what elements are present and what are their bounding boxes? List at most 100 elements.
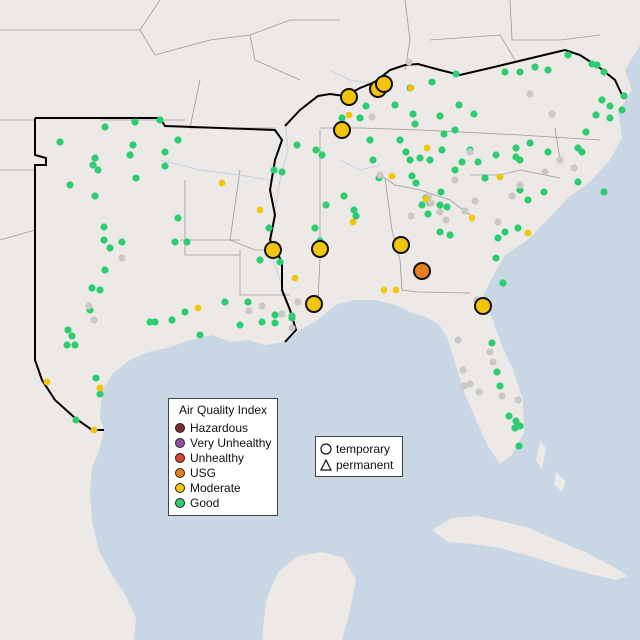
good-monitor: [494, 234, 502, 242]
good-monitor: [100, 236, 108, 244]
good-monitor: [446, 231, 454, 239]
moderate-monitor: [380, 286, 388, 294]
good-monitor: [436, 112, 444, 120]
good-monitor: [322, 201, 330, 209]
good-monitor: [512, 417, 520, 425]
good-monitor: [526, 139, 534, 147]
good-monitor: [474, 158, 482, 166]
land-florida: [430, 300, 524, 464]
moderate-monitor: [43, 378, 51, 386]
good-monitor: [512, 144, 520, 152]
good-monitor: [168, 316, 176, 324]
no-data-monitor: [90, 316, 98, 324]
good-monitor: [221, 298, 229, 306]
temporary-monitor: [340, 88, 358, 106]
good-monitor: [516, 68, 524, 76]
land-bahamas: [536, 440, 566, 492]
good-monitor: [451, 126, 459, 134]
no-data-monitor: [427, 199, 435, 207]
moderate-monitor: [407, 84, 415, 92]
temporary-monitors: [264, 75, 492, 315]
temporary-monitor: [264, 241, 282, 259]
legend-label-temporary: temporary: [336, 441, 391, 456]
temporary-monitor: [392, 236, 410, 254]
good-monitor: [68, 332, 76, 340]
good-monitor: [106, 244, 114, 252]
good-monitor: [492, 151, 500, 159]
good-monitor: [66, 181, 74, 189]
land-cuba: [432, 516, 628, 580]
good-monitor: [443, 203, 451, 211]
legend-item-good: Good: [175, 495, 219, 510]
no-data-monitor: [258, 302, 266, 310]
good-monitor: [499, 279, 507, 287]
legend-label-moderate: Moderate: [190, 480, 241, 495]
moderate-monitor: [291, 274, 299, 282]
good-monitor: [118, 238, 126, 246]
good-monitor: [436, 201, 444, 209]
good-monitor: [288, 314, 296, 322]
good-monitor: [451, 166, 459, 174]
good-monitor: [161, 148, 169, 156]
good-swatch-icon: [175, 497, 185, 508]
good-monitor: [89, 161, 97, 169]
good-monitor: [64, 326, 72, 334]
legend-item-usg: USG: [175, 465, 216, 480]
good-monitor: [312, 146, 320, 154]
temporary-monitor: [474, 297, 492, 315]
good-monitor: [505, 412, 513, 420]
good-monitor: [338, 114, 346, 122]
no-data-monitor: [526, 90, 534, 98]
no-data-monitor: [556, 156, 564, 164]
legend-label-good: Good: [190, 495, 220, 510]
good-monitor: [318, 151, 326, 159]
legend-item-moderate: Moderate: [175, 480, 241, 495]
legend-item-very-unhealthy: Very Unhealthy: [175, 435, 271, 450]
no-data-monitor: [486, 348, 494, 356]
temporary-monitor: [311, 240, 329, 258]
good-monitor: [424, 210, 432, 218]
land-yucatan: [262, 552, 356, 640]
good-monitor: [56, 138, 64, 146]
good-monitor: [455, 101, 463, 109]
good-monitor: [293, 141, 301, 149]
legend-label-usg: USG: [190, 465, 217, 480]
good-monitor: [501, 228, 509, 236]
good-monitor: [350, 206, 358, 214]
good-monitor: [600, 68, 608, 76]
good-monitor: [496, 382, 504, 390]
good-monitor: [101, 266, 109, 274]
no-data-monitor: [288, 324, 296, 332]
moderate-monitor: [256, 206, 264, 214]
good-monitor: [564, 51, 572, 59]
good-monitor: [396, 136, 404, 144]
legend-item-temporary: temporary: [320, 441, 390, 456]
moderate-monitor: [423, 144, 431, 152]
legend-label-unhealthy: Unhealthy: [190, 450, 245, 465]
legend-label-hazardous: Hazardous: [190, 420, 249, 435]
good-monitor: [514, 224, 522, 232]
good-monitor: [356, 114, 364, 122]
good-monitor: [600, 188, 608, 196]
good-monitor: [174, 136, 182, 144]
good-monitor: [402, 148, 410, 156]
no-data-monitor: [368, 113, 376, 121]
temporary-monitor: [413, 262, 431, 280]
good-monitor: [88, 284, 96, 292]
good-monitor: [270, 166, 278, 174]
no-data-monitor: [514, 396, 522, 404]
good-monitor: [470, 110, 478, 118]
good-monitor: [271, 311, 279, 319]
good-monitor: [340, 192, 348, 200]
good-monitor: [265, 224, 273, 232]
no-data-monitor: [451, 176, 459, 184]
good-monitors: [56, 51, 628, 450]
triangle-icon: [320, 458, 332, 471]
good-monitor: [426, 156, 434, 164]
good-monitor: [618, 106, 626, 114]
moderate-monitor: [90, 426, 98, 434]
good-monitor: [271, 319, 279, 327]
good-monitor: [101, 123, 109, 131]
no-data-monitor: [494, 218, 502, 226]
moderate-monitor: [194, 304, 202, 312]
